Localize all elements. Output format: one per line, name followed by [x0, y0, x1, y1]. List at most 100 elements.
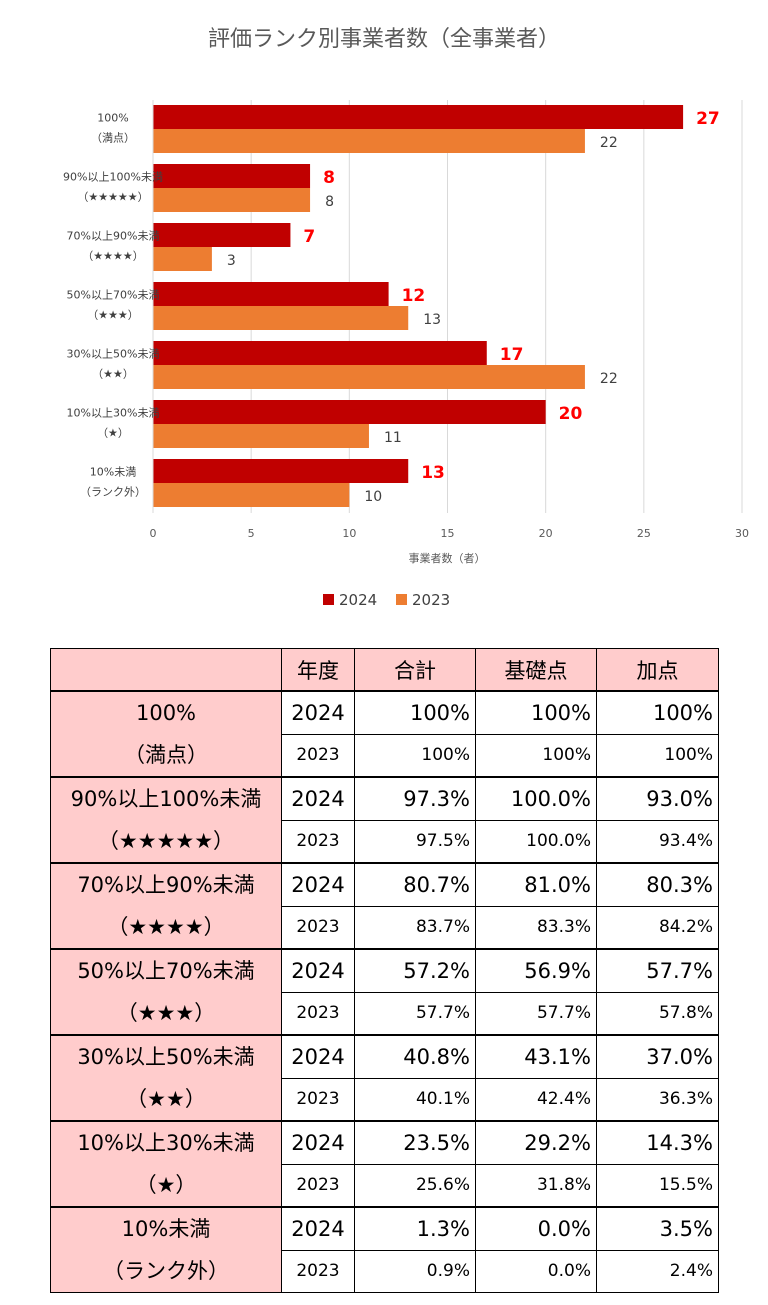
bar-2024 — [153, 459, 409, 483]
rank-label: 10%未満 — [121, 1217, 211, 1241]
bar-2024 — [153, 400, 546, 424]
rank-cell: 10%以上30%未満 （★） — [50, 1120, 282, 1208]
rank-cell: 50%以上70%未満 （★★★） — [50, 948, 282, 1036]
total-cell: 57.2% — [354, 948, 476, 993]
base-score-cell: 81.0% — [475, 862, 597, 907]
table-row: 2023 57.7% 57.7% 57.8% — [51, 991, 719, 1036]
x-tick-label: 0 — [150, 527, 157, 540]
category-label: （★★） — [92, 368, 134, 381]
year-cell: 2024 — [281, 862, 355, 907]
bar-2023 — [153, 424, 369, 448]
bar-2024 — [153, 223, 291, 247]
table-row: 50%以上70%未満 （★★★） 2024 57.2% 56.9% 57.7% — [50, 948, 719, 1036]
legend-swatch-2023 — [396, 594, 407, 605]
category-label: 70%以上90%未満 — [67, 230, 160, 243]
base-score-cell: 29.2% — [475, 1120, 597, 1165]
bar-2023 — [153, 247, 212, 271]
rank-summary-table: 年度 合計 基礎点 加点 100% （満点） 2024 100% 100% 100% 202… — [50, 648, 719, 1293]
bar-2023 — [153, 365, 585, 389]
rank-cell: 10%未満 （ランク外） — [50, 1206, 282, 1293]
rank-label: 50%以上70%未満 — [77, 959, 255, 983]
base-score-cell: 57.7% — [475, 991, 597, 1036]
year-cell: 2024 — [281, 1120, 355, 1165]
header-year: 年度 — [281, 648, 355, 692]
base-score-cell: 56.9% — [475, 948, 597, 993]
year-cell: 2023 — [281, 1163, 355, 1208]
year-cell: 2024 — [281, 776, 355, 821]
x-tick-label: 15 — [441, 527, 455, 540]
rank-label: 30%以上50%未満 — [77, 1045, 255, 1069]
bonus-score-cell: 100% — [596, 690, 719, 735]
total-cell: 0.9% — [354, 1249, 476, 1293]
rank-cell: 70%以上90%未満 （★★★★） — [50, 862, 282, 950]
legend: 2024 2023 — [323, 591, 450, 609]
total-cell: 57.7% — [354, 991, 476, 1036]
rank-cell: 30%以上50%未満 （★★） — [50, 1034, 282, 1122]
table-row: 90%以上100%未満 （★★★★★） 2024 97.3% 100.0% 93.0% — [50, 776, 719, 864]
data-label-2024: 13 — [421, 463, 445, 483]
base-score-cell: 100% — [475, 733, 597, 778]
rank-cell: 100% （満点） — [50, 690, 282, 778]
category-label: 100% — [97, 112, 128, 125]
year-cell: 2023 — [281, 905, 355, 950]
rank-sublabel: （★） — [135, 1173, 197, 1197]
category-label: 90%以上100%未満 — [63, 171, 163, 184]
bar-2023 — [153, 306, 409, 330]
total-cell: 25.6% — [354, 1163, 476, 1208]
total-cell: 83.7% — [354, 905, 476, 950]
bonus-score-cell: 80.3% — [596, 862, 719, 907]
table-row: 70%以上90%未満 （★★★★） 2024 80.7% 81.0% 80.3% — [50, 862, 719, 950]
bonus-score-cell: 57.7% — [596, 948, 719, 993]
data-label-2024: 8 — [323, 168, 335, 188]
data-label-2023: 13 — [423, 312, 441, 328]
year-cell: 2023 — [281, 991, 355, 1036]
year-cell: 2023 — [281, 819, 355, 864]
table-row: 2023 0.9% 0.0% 2.4% — [51, 1249, 719, 1293]
total-cell: 100% — [354, 733, 476, 778]
category-label: （満点） — [91, 132, 135, 145]
data-label-2024: 12 — [402, 286, 426, 306]
bonus-score-cell: 57.8% — [596, 991, 719, 1036]
base-score-cell: 42.4% — [475, 1077, 597, 1122]
x-tick-label: 20 — [539, 527, 553, 540]
x-tick-label: 10 — [342, 527, 356, 540]
legend-swatch-2024 — [323, 594, 334, 605]
x-tick-label: 30 — [735, 527, 749, 540]
data-label-2023: 3 — [227, 253, 236, 269]
rank-label: 100% — [135, 701, 197, 725]
rank-label: 70%以上90%未満 — [77, 873, 255, 897]
base-score-cell: 100% — [475, 690, 597, 735]
total-cell: 23.5% — [354, 1120, 476, 1165]
table-header-row: 年度 合計 基礎点 加点 — [50, 648, 719, 692]
category-label: （★★★★★） — [77, 191, 148, 204]
data-label-2023: 10 — [364, 489, 382, 505]
category-label: 30%以上50%未満 — [67, 348, 160, 361]
category-label: 50%以上70%未満 — [67, 289, 160, 302]
year-cell: 2024 — [281, 1206, 355, 1251]
bar-2024 — [153, 164, 311, 188]
year-cell: 2024 — [281, 1034, 355, 1079]
data-label-2024: 17 — [500, 345, 524, 365]
chart-title: 評価ランク別事業者数（全事業者） — [208, 27, 560, 52]
total-cell: 40.1% — [354, 1077, 476, 1122]
base-score-cell: 0.0% — [475, 1206, 597, 1251]
bonus-score-cell: 14.3% — [596, 1120, 719, 1165]
bonus-score-cell: 100% — [596, 733, 719, 778]
year-cell: 2023 — [281, 1077, 355, 1122]
header-base-score: 基礎点 — [475, 648, 597, 692]
header-bonus-score: 加点 — [596, 648, 719, 692]
legend-label-2023: 2023 — [412, 591, 450, 609]
table-row: 100% （満点） 2024 100% 100% 100% — [50, 690, 719, 778]
table-row: 2023 100% 100% 100% — [51, 733, 719, 778]
bonus-score-cell: 93.4% — [596, 819, 719, 864]
data-label-2023: 22 — [600, 371, 618, 387]
rank-sublabel: （★★） — [126, 1087, 206, 1111]
base-score-cell: 100.0% — [475, 776, 597, 821]
rank-label: 90%以上100%未満 — [70, 787, 262, 811]
x-tick-label: 5 — [248, 527, 255, 540]
category-label: （ランク外） — [80, 486, 146, 499]
rank-cell: 90%以上100%未満 （★★★★★） — [50, 776, 282, 864]
rank-sublabel: （★★★★） — [107, 915, 225, 939]
bar-2023 — [153, 188, 311, 212]
bonus-score-cell: 3.5% — [596, 1206, 719, 1251]
